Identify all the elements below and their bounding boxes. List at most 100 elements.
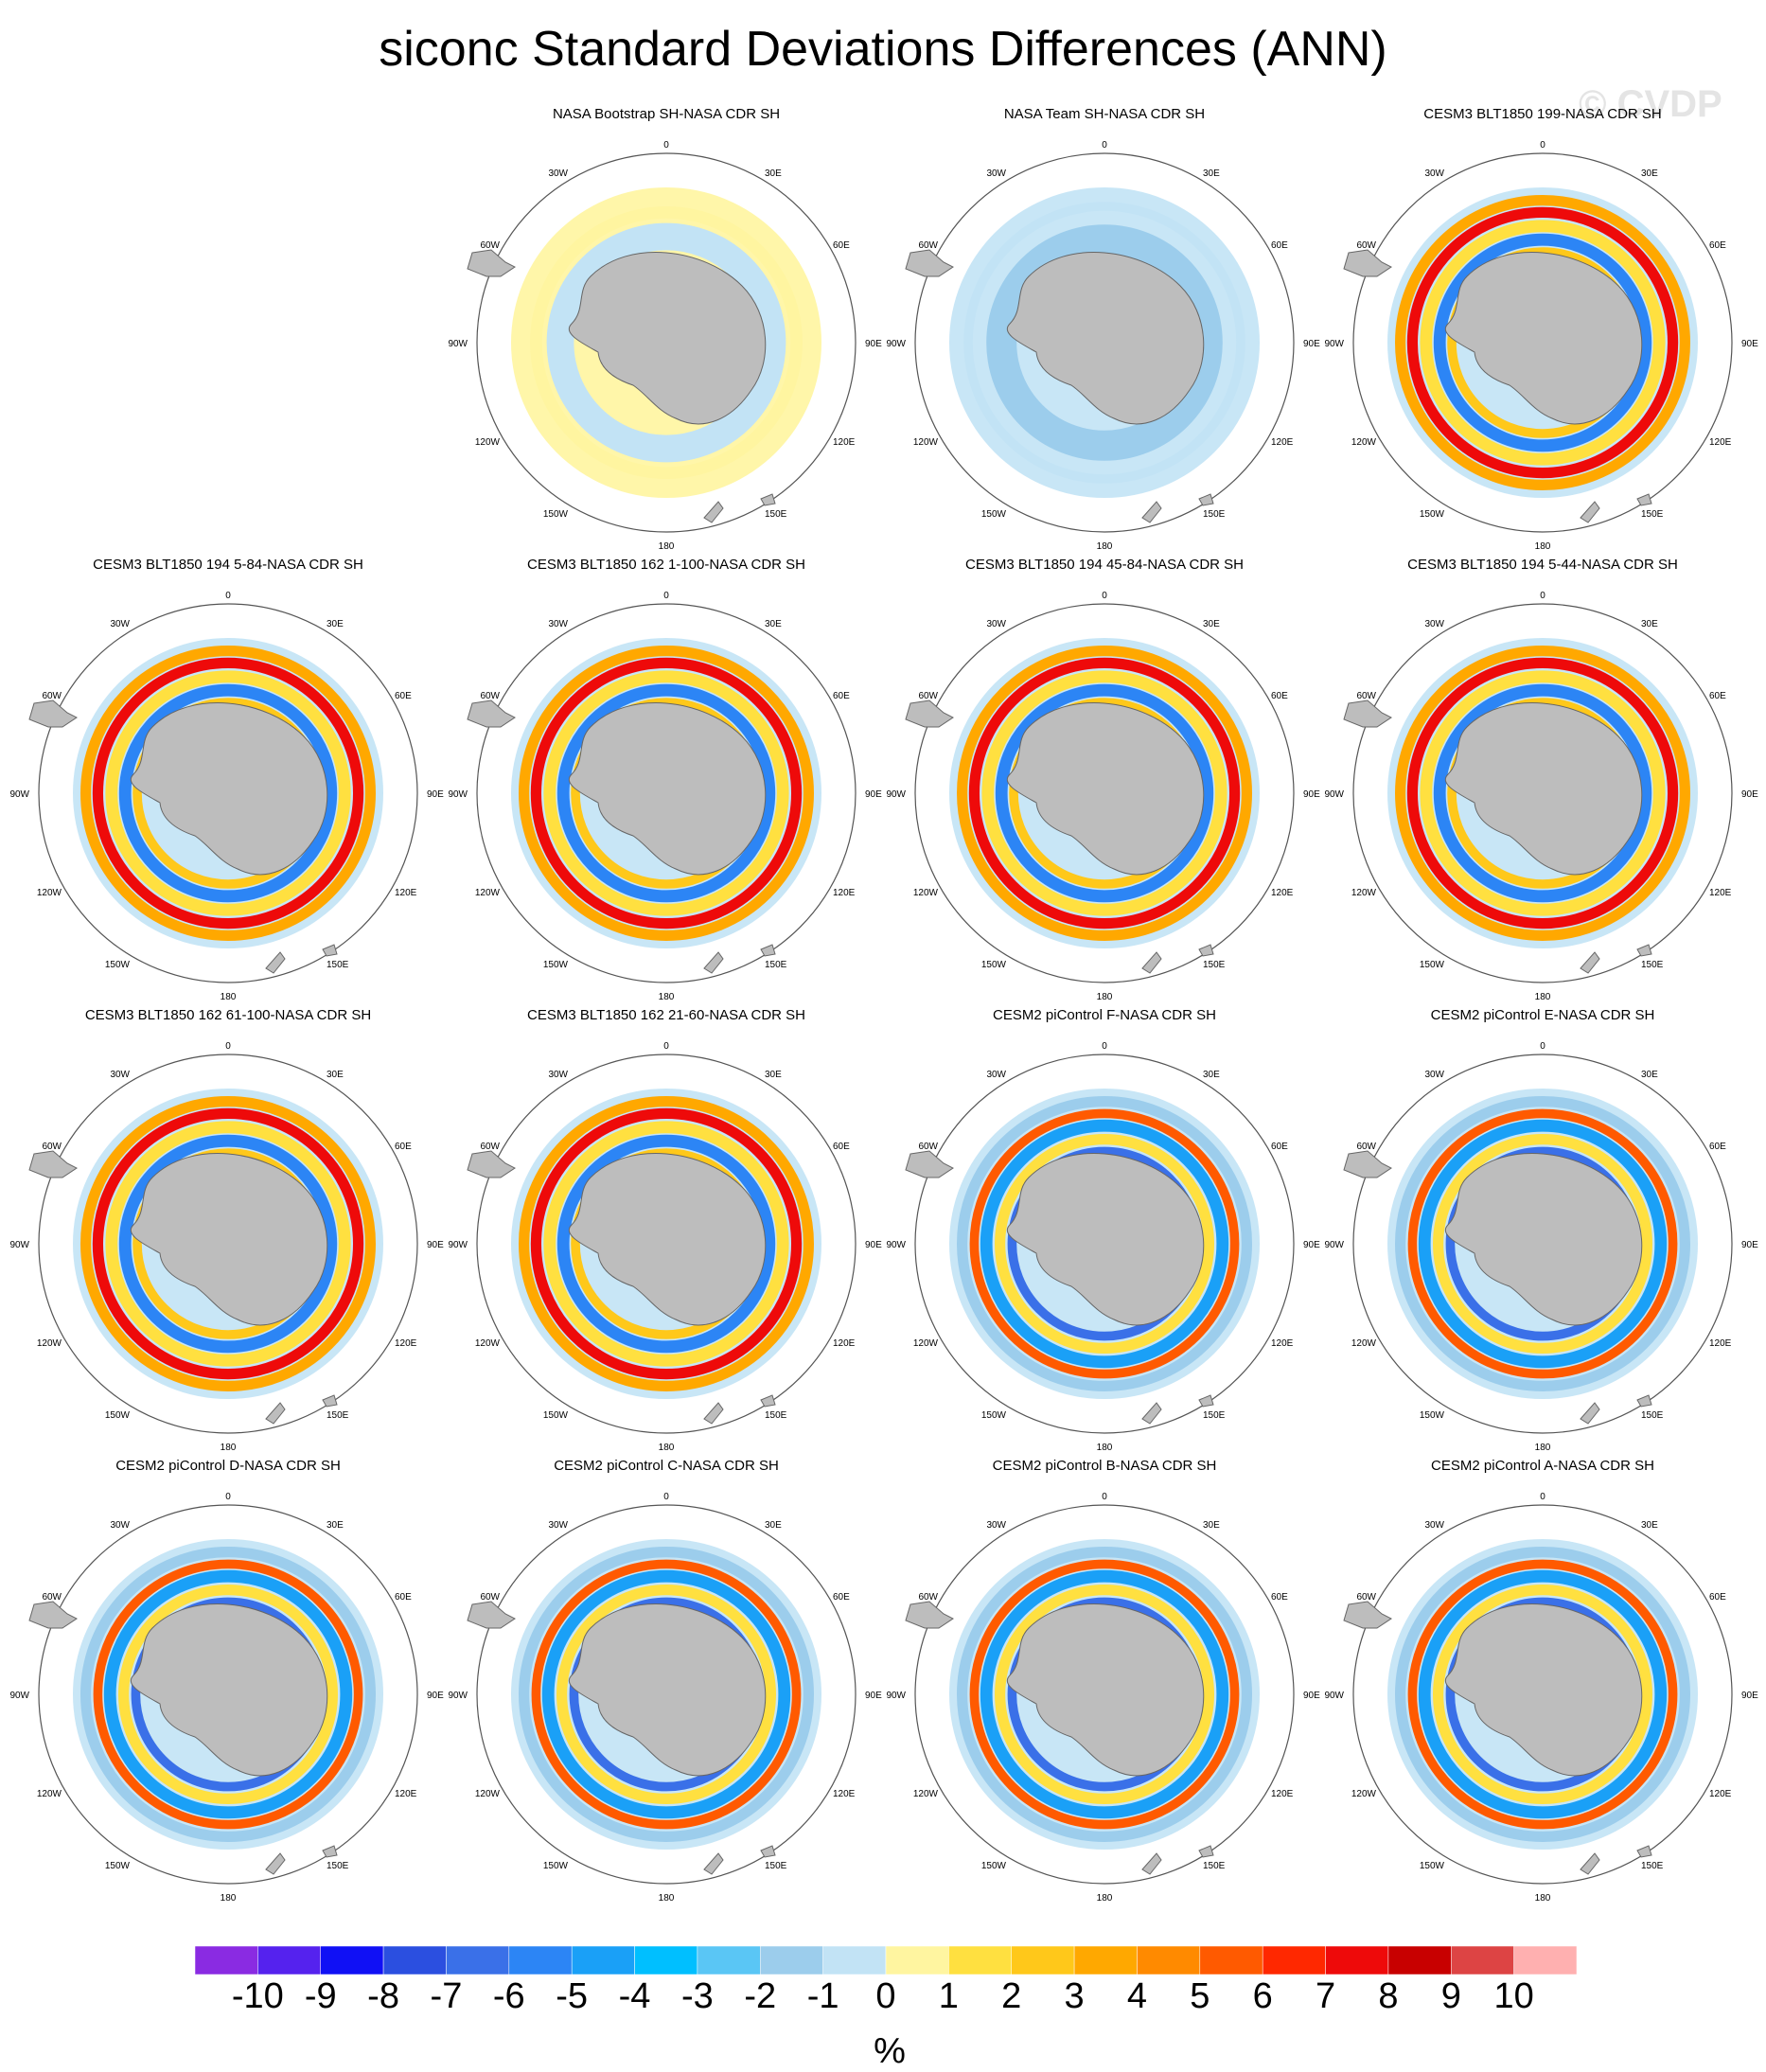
longitude-label: 150E <box>765 1861 787 1871</box>
longitude-label: 120W <box>475 437 501 448</box>
colorbar-swatch <box>382 1946 447 1975</box>
new-zealand-landmass <box>1580 951 1600 974</box>
longitude-label: 150E <box>1203 509 1226 520</box>
antarctica-landmass <box>1445 252 1643 425</box>
colorbar-swatch <box>1011 1946 1075 1975</box>
longitude-label: 180 <box>221 992 237 1002</box>
longitude-label: 30E <box>327 619 344 629</box>
longitude-label: 60W <box>42 1592 62 1603</box>
longitude-label: 150E <box>765 960 787 970</box>
longitude-label: 60W <box>42 691 62 701</box>
colorbar-tick-label: 9 <box>1440 1976 1461 2016</box>
colorbar-swatch <box>948 1946 1012 1975</box>
colorbar-tick-label: 4 <box>1126 1976 1148 2016</box>
polar-map: 0 180 90W 90E 30W 30E 60W 60E 120W 120E 150W 150E <box>886 1492 1320 1904</box>
colorbar-swatch <box>1073 1946 1138 1975</box>
sea-ice-band <box>92 657 364 930</box>
longitude-label: 120W <box>475 1338 501 1349</box>
polar-map: 0 180 90W 90E 30W 30E 60W 60E 120W 120E 150W 150E <box>448 140 882 552</box>
sea-ice-band <box>92 1107 364 1380</box>
longitude-label: 150E <box>765 509 787 520</box>
longitude-label: 90E <box>865 339 882 349</box>
sea-ice-band <box>519 1096 814 1391</box>
longitude-label: 90E <box>865 789 882 800</box>
longitude-label: 60W <box>918 1142 938 1152</box>
antarctica-landmass <box>569 1153 767 1326</box>
antarctica-landmass <box>1007 252 1205 425</box>
tasmania-landmass <box>1636 1845 1652 1858</box>
sea-ice-band <box>986 224 1223 461</box>
longitude-label: 60E <box>1271 1592 1288 1603</box>
south-america-landmass <box>1343 249 1392 277</box>
longitude-label: 90E <box>1303 789 1320 800</box>
new-zealand-landmass <box>1580 1402 1600 1425</box>
longitude-label: 180 <box>659 992 675 1002</box>
new-zealand-landmass <box>1141 1402 1162 1425</box>
colorbar-tick-label: -8 <box>367 1976 399 2016</box>
longitude-label: 30E <box>1641 168 1658 179</box>
longitude-label: 150E <box>1203 1410 1226 1421</box>
south-america-landmass <box>905 1601 954 1629</box>
longitude-label: 60E <box>1271 691 1288 701</box>
longitude-label: 150E <box>765 1410 787 1421</box>
longitude-label: 120E <box>1271 1338 1294 1349</box>
sea-ice-band <box>969 1559 1240 1830</box>
colorbar-swatch <box>1137 1946 1201 1975</box>
longitude-label: 90W <box>9 1240 29 1250</box>
tasmania-landmass <box>322 1394 338 1408</box>
longitude-label: 90E <box>1303 1691 1320 1701</box>
longitude-label: 150W <box>1420 1410 1445 1421</box>
longitude-label: 30E <box>765 619 782 629</box>
longitude-label: 150W <box>105 960 131 970</box>
longitude-label: 90W <box>448 789 468 800</box>
south-america-landmass <box>28 700 78 728</box>
panel-title: CESM3 BLT1850 194 5-84-NASA CDR SH <box>93 557 363 573</box>
tasmania-landmass <box>1198 1394 1214 1408</box>
longitude-label: 90W <box>886 789 906 800</box>
longitude-label: 60W <box>918 240 938 251</box>
longitude-label: 90W <box>886 1691 906 1701</box>
colorbar-tick-label: -10 <box>231 1976 284 2016</box>
longitude-label: 120W <box>913 1338 939 1349</box>
polar-map: 0 180 90W 90E 30W 30E 60W 60E 120W 120E 150W 150E <box>448 591 882 1002</box>
longitude-label: 150W <box>543 960 569 970</box>
longitude-label: 30E <box>765 1070 782 1080</box>
colorbar-swatch <box>822 1946 887 1975</box>
sea-ice-band <box>1418 1119 1668 1369</box>
sea-ice-band <box>995 683 1214 903</box>
tasmania-landmass <box>1636 944 1652 957</box>
longitude-label: 30W <box>548 619 568 629</box>
colorbar-swatch <box>1262 1946 1326 1975</box>
new-zealand-landmass <box>703 951 724 974</box>
longitude-label: 150W <box>543 1410 569 1421</box>
sea-ice-band <box>1407 1108 1678 1379</box>
longitude-label: 60E <box>1271 240 1288 251</box>
longitude-label: 60E <box>1709 691 1726 701</box>
longitude-label: 180 <box>221 1893 237 1904</box>
new-zealand-landmass <box>1141 951 1162 974</box>
longitude-label: 30W <box>110 1070 130 1080</box>
longitude-label: 30W <box>548 168 568 179</box>
panel-title: CESM2 piControl C-NASA CDR SH <box>554 1458 779 1474</box>
longitude-label: 60E <box>1271 1142 1288 1152</box>
new-zealand-landmass <box>1141 1852 1162 1875</box>
sea-ice-band <box>519 646 814 941</box>
panel-title: NASA Team SH-NASA CDR SH <box>1003 106 1206 122</box>
south-america-landmass <box>905 1150 954 1178</box>
colorbar-tick-label: -6 <box>492 1976 525 2016</box>
colorbar-tick-label: 6 <box>1252 1976 1273 2016</box>
sea-ice-band <box>117 1584 339 1805</box>
sea-ice-band <box>118 1134 338 1354</box>
longitude-label: 120E <box>833 437 856 448</box>
sea-ice-band <box>80 1096 376 1391</box>
colorbar-swatch <box>1199 1946 1263 1975</box>
south-america-landmass <box>1343 1150 1392 1178</box>
longitude-label: 30E <box>1203 1070 1220 1080</box>
new-zealand-landmass <box>703 1402 724 1425</box>
longitude-label: 60W <box>1356 691 1376 701</box>
longitude-label: 30W <box>1424 1070 1444 1080</box>
tasmania-landmass <box>322 944 338 957</box>
longitude-label: 150E <box>1203 960 1226 970</box>
colorbar-swatch <box>1387 1946 1452 1975</box>
colorbar-swatch <box>1513 1946 1577 1975</box>
